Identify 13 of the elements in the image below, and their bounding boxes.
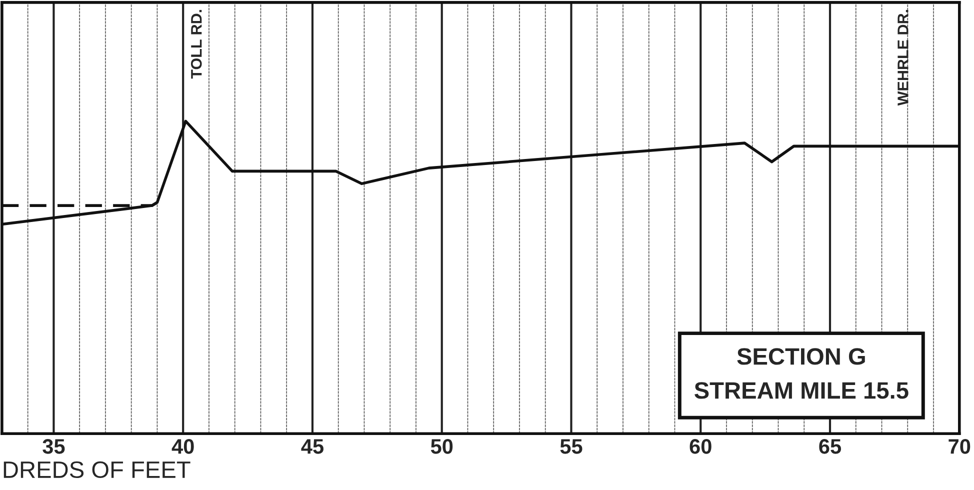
x-tick-label: 60 bbox=[690, 439, 712, 454]
x-tick-label: 55 bbox=[560, 439, 582, 454]
annotation: SECTION G bbox=[737, 348, 865, 365]
x-tick-label: 45 bbox=[301, 439, 324, 454]
x-tick-label: 70 bbox=[948, 439, 970, 454]
text: TOLL RD. bbox=[190, 10, 202, 79]
x-tick-label: 40 bbox=[172, 439, 194, 454]
text: WEHRLE DR. bbox=[898, 10, 908, 106]
x-tick-label: 65 bbox=[819, 439, 842, 454]
x-tick-label: 35 bbox=[42, 439, 65, 454]
x-tick-label: 50 bbox=[430, 439, 453, 454]
x-axis-title: DREDS OF FEET bbox=[4, 461, 190, 478]
annotation: STREAM MILE 15.5 bbox=[694, 382, 908, 399]
